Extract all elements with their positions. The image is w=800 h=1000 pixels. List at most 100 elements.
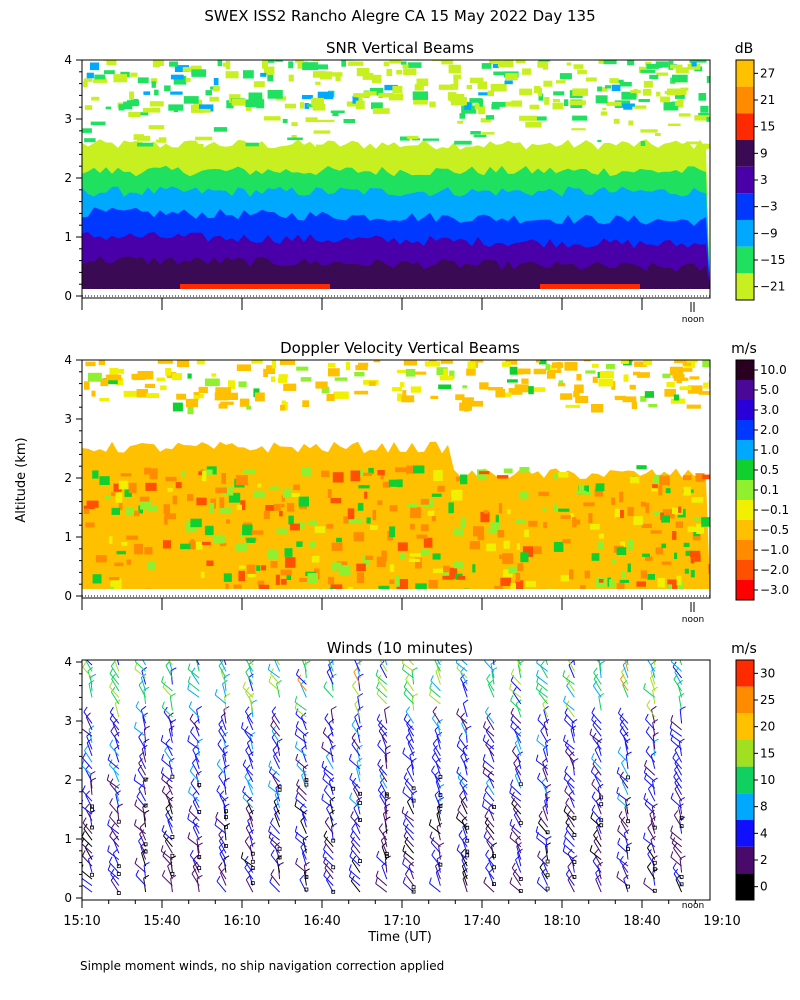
wind-barb-shaft <box>510 700 522 711</box>
snr-patch <box>482 132 495 135</box>
wind-barb-shaft <box>244 860 254 873</box>
wind-barb-shaft <box>621 762 629 776</box>
doppler-patch <box>269 486 280 491</box>
snr-patch <box>275 60 283 62</box>
wind-calm-marker <box>492 805 496 809</box>
wind-barb-shaft <box>590 771 602 783</box>
wind-barb-shaft <box>646 847 656 860</box>
wind-calm-marker <box>331 865 336 870</box>
wind-barb-shaft <box>245 808 254 821</box>
wind-barb-shaft <box>138 736 147 750</box>
wind-barb-shaft <box>564 719 575 731</box>
doppler-patch <box>263 510 270 519</box>
wind-barb-flag <box>216 758 221 765</box>
doppler-patch <box>684 568 689 574</box>
wind-barb-flag <box>270 668 274 674</box>
wind-barb-flag <box>166 777 172 783</box>
wind-barb-flag <box>107 753 111 760</box>
doppler-patch <box>573 391 580 398</box>
wind-barb-flag <box>188 786 191 793</box>
wind-barb-shaft <box>405 679 415 692</box>
wind-barb-flag <box>462 861 468 867</box>
wind-calm-marker <box>224 825 228 830</box>
wind-calm-marker <box>465 838 470 843</box>
wind-barb-flag <box>107 845 110 852</box>
wind-barb-shaft <box>376 719 388 731</box>
doppler-patch <box>99 398 110 402</box>
wind-barb-shaft <box>109 764 120 776</box>
wind-barb-shaft <box>616 792 629 802</box>
wind-barb-shaft <box>329 748 334 763</box>
wind-barb-shaft <box>540 730 549 744</box>
wind-barb-flag <box>429 831 433 838</box>
wind-barb-shaft <box>242 791 254 802</box>
wind-barb-shaft <box>404 783 415 796</box>
doppler-patch <box>280 578 287 585</box>
snr-patch <box>408 62 422 68</box>
snr-patch <box>645 61 652 66</box>
doppler-patch <box>172 373 182 381</box>
snr-patch <box>511 100 523 107</box>
wind-barb-flag <box>276 679 282 685</box>
doppler-patch <box>187 405 194 415</box>
snr-patch <box>158 137 167 143</box>
wind-barb-flag <box>458 830 463 836</box>
wind-barb-flag <box>649 809 655 815</box>
wind-barb-shaft <box>517 664 522 678</box>
wind-barb-shaft <box>321 799 334 809</box>
wind-barb-flag <box>268 675 272 682</box>
snr-patch <box>613 118 620 124</box>
wind-barb-flag <box>569 751 575 757</box>
wind-barb-shaft <box>616 876 629 886</box>
doppler-patch <box>564 361 578 371</box>
wind-barb-flag <box>217 739 222 745</box>
doppler-patch <box>519 467 530 473</box>
doppler-x-ticks <box>81 598 643 610</box>
doppler-patch <box>661 515 670 523</box>
snr-patch <box>544 97 550 105</box>
snr-patch <box>362 72 374 80</box>
wind-barb-shaft <box>542 762 549 776</box>
wind-calm-marker <box>438 775 443 779</box>
wind-barb-shaft <box>403 719 414 731</box>
doppler-patch <box>665 488 671 494</box>
doppler-patch <box>509 366 518 375</box>
wind-calm-marker <box>411 786 416 791</box>
doppler-patch <box>415 557 422 569</box>
doppler-patch <box>263 368 268 377</box>
snr-patch <box>452 64 461 69</box>
wind-barb-flag <box>215 811 219 818</box>
doppler-patch <box>669 514 675 519</box>
wind-barb-shaft <box>516 735 522 750</box>
doppler-y-tick-label: 1 <box>64 530 72 544</box>
snr-patch <box>474 103 480 110</box>
wind-calm-marker <box>197 855 202 859</box>
doppler-noon-label: noon <box>682 615 704 625</box>
wind-calm-marker <box>277 784 282 789</box>
wind-barb-shaft <box>358 660 361 666</box>
doppler-colorbar-swatch <box>736 480 754 500</box>
wind-barb-shaft <box>670 734 682 744</box>
doppler-colorbar-label: −0.1 <box>760 503 789 517</box>
doppler-patch <box>562 539 571 544</box>
wind-barb-shaft <box>515 839 522 854</box>
doppler-patch <box>382 481 391 488</box>
wind-barb-shaft <box>378 724 388 737</box>
wind-barb-shaft <box>652 871 656 886</box>
doppler-patch <box>575 490 587 495</box>
wind-barb-flag <box>537 714 541 721</box>
snr-patch <box>341 60 346 67</box>
wind-barb-shaft <box>357 696 361 711</box>
wind-barb-flag <box>143 738 150 743</box>
snr-patch <box>315 81 321 85</box>
doppler-colorbar-swatch <box>736 580 754 600</box>
wind-barb-shaft <box>220 872 227 886</box>
snr-patch <box>213 85 220 92</box>
wind-barb-shaft <box>141 748 147 763</box>
wind-barb-flag <box>248 673 254 678</box>
wind-barb-flag <box>431 752 436 758</box>
wind-calm-marker <box>116 872 121 876</box>
doppler-patch <box>456 476 462 482</box>
wind-barb-flag <box>509 683 512 690</box>
wind-barb-shaft <box>187 668 200 679</box>
